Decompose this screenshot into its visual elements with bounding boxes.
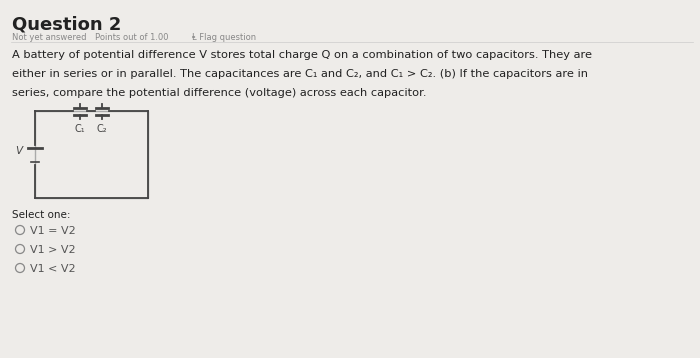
Bar [35,111,148,198]
Text: Not yet answered: Not yet answered [12,33,87,42]
Text: Question 2: Question 2 [12,16,121,34]
Text: either in series or in parallel. The capacitances are C₁ and C₂, and C₁ > C₂. (b: either in series or in parallel. The cap… [12,69,588,79]
Text: V1 = V2: V1 = V2 [30,226,76,236]
Text: Ⱡ Flag question: Ⱡ Flag question [192,33,256,42]
Text: V1 < V2: V1 < V2 [30,264,76,274]
Text: C₁: C₁ [74,125,85,135]
Text: C₂: C₂ [96,125,107,135]
Text: series, compare the potential difference (voltage) across each capacitor.: series, compare the potential difference… [12,88,426,98]
Text: A battery of potential difference V stores total charge Q on a combination of tw: A battery of potential difference V stor… [12,50,592,60]
Text: Select one:: Select one: [12,210,71,220]
Text: Points out of 1.00: Points out of 1.00 [95,33,169,42]
Text: V: V [15,145,22,155]
Text: V1 > V2: V1 > V2 [30,245,76,255]
